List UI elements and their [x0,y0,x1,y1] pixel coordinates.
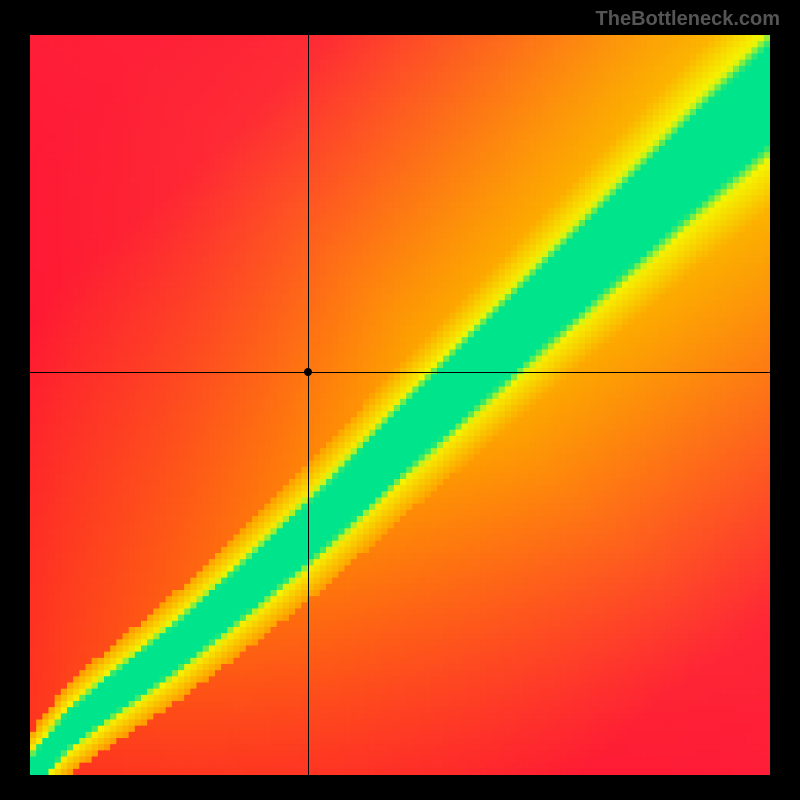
heatmap-canvas [30,35,770,775]
watermark-text: TheBottleneck.com [596,8,780,31]
heatmap-chart [30,35,770,775]
crosshair-marker-dot [304,368,312,376]
crosshair-vertical [308,35,309,775]
crosshair-horizontal [30,372,770,373]
